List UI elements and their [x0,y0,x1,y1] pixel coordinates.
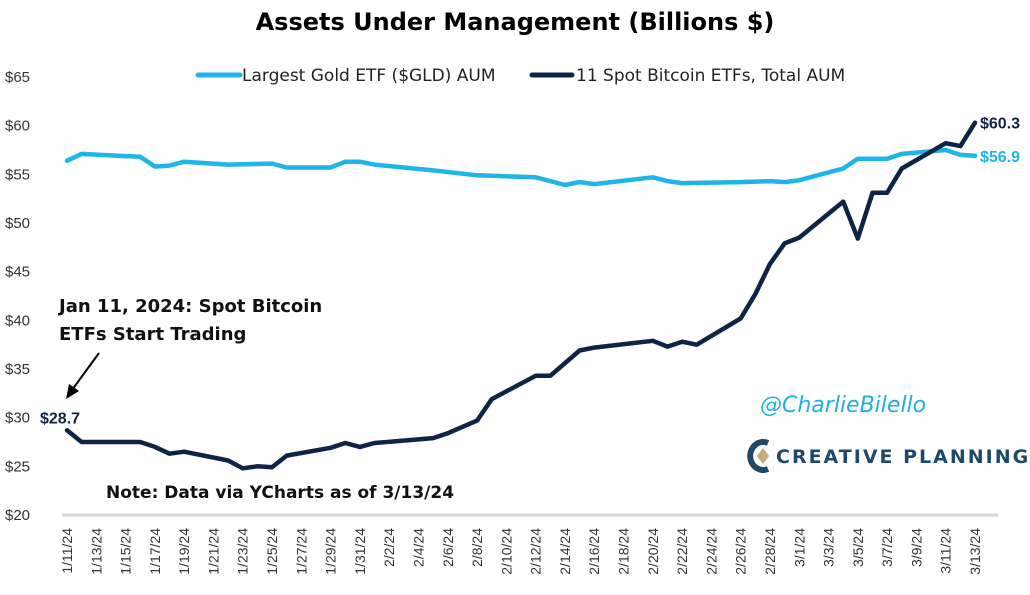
bitcoin-etf-line [64,120,978,471]
y-tick-label: $25 [5,458,30,475]
launch-annotation-line2: ETFs Start Trading [59,324,246,345]
arrow-icon [66,352,100,399]
x-tick-label: 1/13/24 [88,528,104,575]
x-tick-label: 2/6/24 [440,528,456,567]
x-tick-label: 2/14/24 [557,528,573,575]
x-tick-label: 2/20/24 [645,528,661,575]
x-tick-label: 1/17/24 [147,528,163,575]
y-tick-label: $65 [5,69,30,86]
x-tick-label: 2/26/24 [733,528,749,575]
author-handle: @CharlieBilello [760,393,926,418]
y-axis: $20 $25 $30 $35 $40 $45 $50 $55 $60 $65 [5,69,30,524]
logo-c-icon [747,439,770,473]
x-tick-label: 1/23/24 [235,528,251,575]
gold-end-label: $56.9 [980,149,1020,166]
y-tick-label: $40 [5,312,30,329]
x-tick-label: 3/7/24 [879,528,895,567]
x-tick-label: 2/8/24 [469,528,485,567]
y-tick-label: $35 [5,361,30,378]
x-tick-label: 3/5/24 [850,528,866,567]
x-tick-label: 1/19/24 [176,528,192,575]
x-tick-label: 1/27/24 [293,528,309,575]
x-tick-label: 3/3/24 [821,528,837,567]
y-tick-label: $55 [5,166,30,183]
x-tick-label: 1/15/24 [118,528,134,575]
x-tick-label: 2/16/24 [586,528,602,575]
x-tick-label: 2/4/24 [410,528,426,567]
x-tick-label: 3/9/24 [908,528,924,567]
series-lines: $56.9 $60.3 $28.7 [40,116,1020,471]
bitcoin-start-label: $28.7 [40,410,80,427]
x-tick-label: 3/11/24 [938,528,954,574]
y-tick-label: $50 [5,215,30,232]
x-tick-label: 3/13/24 [967,528,983,575]
legend: Largest Gold ETF ($GLD) AUM 11 Spot Bitc… [195,66,845,86]
x-tick-label: 2/12/24 [528,528,544,575]
x-tick-label: 1/21/24 [205,528,221,575]
x-axis: 1/11/24 1/13/24 1/15/24 1/17/24 1/19/24 1/21/… [59,528,983,575]
x-tick-label: 2/28/24 [762,528,778,575]
y-tick-label: $60 [5,118,30,135]
gold-etf-line [64,147,978,188]
x-tick-label: 3/1/24 [791,528,807,567]
y-tick-label: $45 [5,264,30,281]
launch-annotation-line1: Jan 11, 2024: Spot Bitcoin [57,296,322,317]
x-tick-label: 2/18/24 [616,528,632,575]
bitcoin-end-label: $60.3 [980,116,1020,133]
y-tick-label: $30 [5,410,30,427]
x-tick-label: 2/22/24 [674,528,690,575]
x-tick-label: 1/11/24 [59,528,75,574]
legend-label-bitcoin: 11 Spot Bitcoin ETFs, Total AUM [576,66,845,86]
x-tick-label: 2/24/24 [703,528,719,575]
data-source-note: Note: Data via YCharts as of 3/13/24 [106,483,454,503]
logo-text: CREATIVE PLANNING [776,446,1030,468]
x-tick-label: 2/10/24 [498,528,514,575]
x-tick-label: 1/31/24 [352,528,368,575]
x-tick-label: 2/2/24 [381,528,397,567]
y-tick-label: $20 [5,507,30,524]
x-tick-label: 1/29/24 [323,528,339,575]
creative-planning-logo: CREATIVE PLANNING [747,439,1030,473]
x-tick-label: 1/25/24 [264,528,280,575]
chart-title: Assets Under Management (Billions $) [256,8,775,36]
legend-label-gold: Largest Gold ETF ($GLD) AUM [242,66,496,86]
